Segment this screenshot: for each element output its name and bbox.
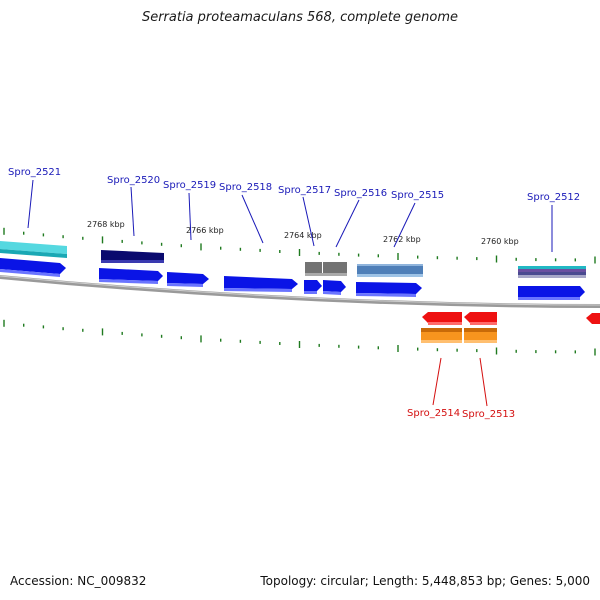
feature-box-grey[interactable] (305, 262, 347, 276)
gene-label[interactable]: Spro_2516 (334, 188, 387, 199)
gene-labels-bottom: Spro_2514 Spro_2513 (407, 408, 515, 420)
scale-label: 2768 kbp (87, 220, 125, 229)
gene-label[interactable]: Spro_2512 (527, 192, 580, 203)
gene-label[interactable]: Spro_2517 (278, 185, 331, 196)
gene-label[interactable]: Spro_2521 (8, 167, 61, 178)
genome-backbone (0, 274, 600, 308)
feature-box-striped[interactable] (518, 266, 586, 278)
leader-lines-top (27, 179, 553, 252)
accession-text: Accession: NC_009832 (10, 574, 147, 588)
feature-box-navy[interactable] (101, 250, 164, 263)
cds-arrow-forward[interactable] (99, 268, 163, 284)
genome-title: Serratia proteamaculans 568, complete ge… (141, 10, 459, 25)
cds-arrow-forward[interactable] (518, 286, 585, 300)
tick-row-upper (3, 227, 596, 264)
gene-label[interactable]: Spro_2518 (219, 182, 272, 193)
scale-label: 2760 kbp (481, 237, 519, 246)
cds-arrow-forward[interactable] (304, 280, 322, 294)
cds-arrow-forward[interactable] (224, 276, 298, 292)
gene-label[interactable]: Spro_2513 (462, 409, 515, 420)
gene-label[interactable]: Spro_2515 (391, 190, 444, 201)
scale-label: 2764 kbp (284, 231, 322, 240)
gene-label[interactable]: Spro_2514 (407, 408, 460, 419)
scale-label: 2762 kbp (383, 235, 421, 244)
scale-label: 2766 kbp (186, 226, 224, 235)
cds-arrow-forward[interactable] (0, 258, 66, 277)
gene-label[interactable]: Spro_2519 (163, 180, 216, 191)
cds-arrow-forward[interactable] (167, 272, 209, 287)
cds-arrow-reverse[interactable] (464, 312, 497, 325)
cds-arrow-reverse[interactable] (422, 312, 462, 325)
tick-row-lower (3, 319, 596, 356)
feature-box-orange[interactable] (421, 328, 462, 343)
feature-box-teal-left[interactable] (0, 241, 67, 258)
gene-label[interactable]: Spro_2520 (107, 175, 160, 186)
genome-backbone-highlight (0, 275, 600, 306)
feature-box-steel[interactable] (357, 264, 423, 277)
feature-box-orange[interactable] (464, 328, 497, 343)
gene-labels-top: Spro_2521 Spro_2520 Spro_2519 Spro_2518 … (8, 167, 580, 203)
cds-arrow-reverse[interactable] (586, 313, 600, 324)
cds-arrow-forward[interactable] (356, 282, 422, 297)
genome-summary-text: Topology: circular; Length: 5,448,853 bp… (260, 574, 590, 588)
leader-lines-bottom (432, 357, 488, 407)
cds-arrow-forward[interactable] (323, 280, 346, 295)
